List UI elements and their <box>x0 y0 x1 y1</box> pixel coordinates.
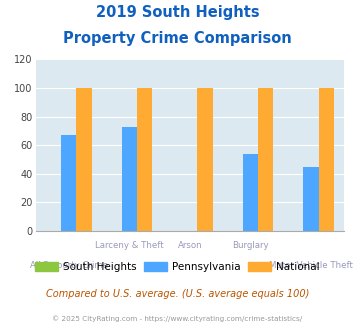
Text: Motor Vehicle Theft: Motor Vehicle Theft <box>269 261 353 270</box>
Text: Arson: Arson <box>178 241 202 250</box>
Text: Compared to U.S. average. (U.S. average equals 100): Compared to U.S. average. (U.S. average … <box>46 289 309 299</box>
Bar <box>137 88 152 231</box>
Bar <box>76 88 92 231</box>
Legend: South Heights, Pennsylvania, National: South Heights, Pennsylvania, National <box>31 258 324 276</box>
Text: © 2025 CityRating.com - https://www.cityrating.com/crime-statistics/: © 2025 CityRating.com - https://www.city… <box>53 315 302 322</box>
Text: All Property Crime: All Property Crime <box>30 261 108 270</box>
Bar <box>243 154 258 231</box>
Bar <box>258 88 273 231</box>
Bar <box>304 167 319 231</box>
Bar <box>197 88 213 231</box>
Text: Property Crime Comparison: Property Crime Comparison <box>63 31 292 46</box>
Text: Larceny & Theft: Larceny & Theft <box>95 241 164 250</box>
Bar <box>122 127 137 231</box>
Text: Burglary: Burglary <box>232 241 269 250</box>
Text: 2019 South Heights: 2019 South Heights <box>96 5 259 20</box>
Bar <box>319 88 334 231</box>
Bar <box>61 135 76 231</box>
